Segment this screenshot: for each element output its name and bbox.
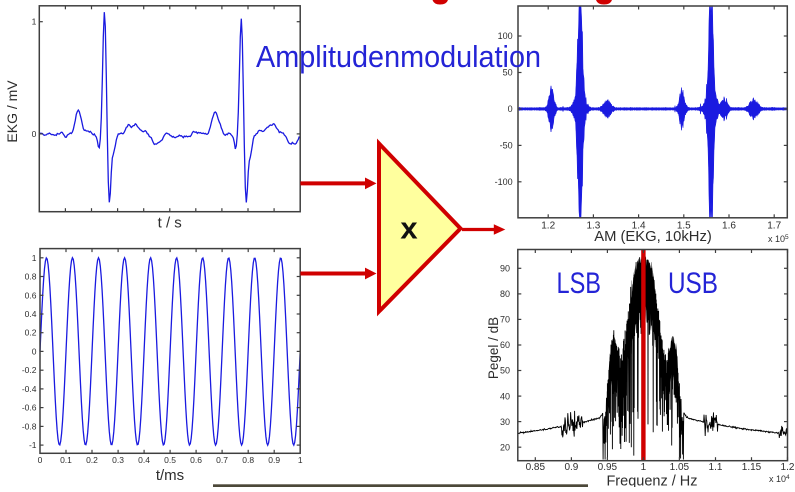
svg-text:1.7: 1.7 — [767, 221, 781, 232]
svg-text:60: 60 — [500, 340, 510, 350]
svg-text:-0.2: -0.2 — [22, 365, 37, 375]
svg-text:0.4: 0.4 — [25, 309, 37, 319]
svg-text:50: 50 — [500, 366, 510, 376]
svg-text:1.2: 1.2 — [541, 221, 555, 232]
svg-text:AM (EKG, 10kHz): AM (EKG, 10kHz) — [594, 229, 712, 245]
svg-text:100: 100 — [498, 31, 513, 41]
svg-text:40: 40 — [500, 391, 510, 401]
svg-text:LSB: LSB — [557, 267, 602, 300]
svg-text:1.4: 1.4 — [632, 221, 646, 232]
svg-text:0: 0 — [32, 346, 37, 356]
svg-text:x 104: x 104 — [769, 474, 790, 484]
svg-text:EKG / mV: EKG / mV — [4, 80, 20, 143]
svg-text:1.05: 1.05 — [670, 462, 690, 473]
svg-text:0.6: 0.6 — [190, 455, 202, 465]
svg-text:0.2: 0.2 — [86, 455, 98, 465]
svg-text:0.1: 0.1 — [60, 455, 72, 465]
svg-text:Amplitudenmodulation: Amplitudenmodulation — [256, 39, 541, 74]
svg-text:0.4: 0.4 — [138, 455, 150, 465]
svg-text:-100: -100 — [495, 177, 513, 187]
svg-text:-0.8: -0.8 — [22, 421, 37, 431]
svg-text:0.8: 0.8 — [25, 272, 37, 282]
svg-text:0.2: 0.2 — [25, 328, 37, 338]
svg-text:x 105: x 105 — [768, 234, 789, 244]
svg-text:0: 0 — [508, 104, 513, 114]
svg-text:1.6: 1.6 — [722, 221, 736, 232]
svg-text:0.7: 0.7 — [216, 455, 228, 465]
svg-text:80: 80 — [500, 289, 510, 299]
svg-text:50: 50 — [503, 68, 513, 78]
svg-text:0.95: 0.95 — [598, 462, 618, 473]
svg-text:-0.4: -0.4 — [22, 384, 37, 394]
svg-text:0.5: 0.5 — [164, 455, 176, 465]
svg-text:-50: -50 — [500, 141, 513, 151]
svg-text:1.15: 1.15 — [742, 462, 762, 473]
svg-text:0.6: 0.6 — [25, 290, 37, 300]
svg-text:0.8: 0.8 — [242, 455, 254, 465]
svg-text:USB: USB — [668, 267, 718, 300]
svg-text:0.9: 0.9 — [564, 462, 578, 473]
svg-text:1.2: 1.2 — [781, 462, 795, 473]
svg-text:30: 30 — [500, 417, 510, 427]
svg-text:-1: -1 — [29, 440, 37, 450]
svg-text:70: 70 — [500, 315, 510, 325]
svg-text:1.3: 1.3 — [586, 221, 600, 232]
svg-text:0: 0 — [32, 129, 37, 139]
svg-text:0.3: 0.3 — [112, 455, 124, 465]
svg-text:t / s: t / s — [158, 215, 182, 232]
svg-text:90: 90 — [500, 264, 510, 274]
svg-text:1.1: 1.1 — [709, 462, 723, 473]
svg-text:Pegel / dB: Pegel / dB — [486, 317, 501, 379]
svg-text:0.9: 0.9 — [268, 455, 280, 465]
svg-text:t/ms: t/ms — [156, 467, 184, 484]
svg-text:0.85: 0.85 — [526, 462, 546, 473]
svg-text:1: 1 — [32, 17, 37, 27]
svg-text:1: 1 — [298, 455, 303, 465]
svg-text:1: 1 — [32, 253, 37, 263]
svg-text:1.5: 1.5 — [677, 221, 691, 232]
svg-text:-0.6: -0.6 — [22, 403, 37, 413]
svg-text:Frequenz / Hz: Frequenz / Hz — [606, 474, 697, 487]
svg-text:20: 20 — [500, 442, 510, 452]
svg-text:x: x — [400, 210, 418, 245]
svg-text:0: 0 — [38, 455, 43, 465]
svg-text:1: 1 — [641, 462, 647, 473]
